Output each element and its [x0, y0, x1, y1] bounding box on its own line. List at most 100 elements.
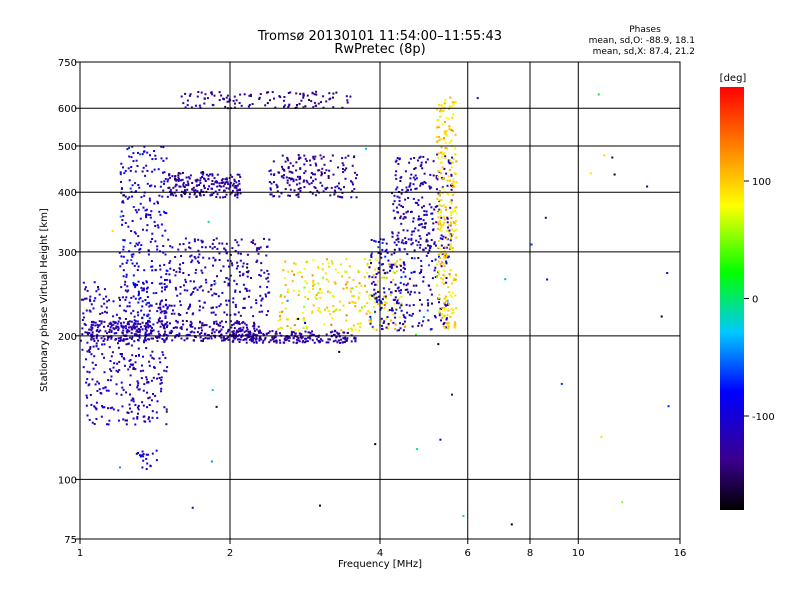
data-point	[427, 302, 430, 305]
data-point	[214, 259, 217, 262]
data-point	[296, 341, 299, 344]
data-point	[158, 377, 161, 379]
data-point	[166, 306, 169, 309]
data-point	[127, 342, 130, 345]
data-point	[414, 227, 417, 230]
data-point	[387, 259, 390, 262]
data-point	[370, 254, 373, 257]
data-point	[143, 145, 146, 148]
data-point	[159, 320, 162, 323]
data-point	[288, 335, 290, 338]
data-point	[425, 210, 428, 213]
data-point	[199, 305, 201, 308]
data-point	[201, 289, 204, 292]
data-point	[246, 326, 248, 329]
data-point	[130, 166, 133, 168]
data-point	[443, 301, 446, 304]
data-point	[219, 330, 222, 333]
data-point	[302, 106, 305, 109]
data-point	[136, 320, 139, 323]
data-point	[284, 336, 287, 339]
data-point	[164, 229, 167, 232]
data-point	[146, 406, 149, 409]
data-point	[100, 415, 103, 418]
data-point	[421, 167, 424, 170]
data-point	[124, 338, 127, 341]
data-point	[319, 504, 321, 507]
data-point	[214, 190, 217, 193]
data-point	[128, 320, 131, 323]
data-point	[350, 328, 353, 331]
data-point	[226, 100, 229, 103]
data-point	[148, 416, 150, 419]
data-point	[154, 240, 157, 243]
data-point	[218, 331, 221, 334]
data-point	[621, 501, 624, 504]
data-point	[408, 304, 411, 307]
data-point	[317, 336, 320, 338]
data-point	[368, 297, 371, 300]
data-point	[154, 154, 157, 157]
data-point	[135, 159, 138, 162]
data-point	[422, 155, 425, 158]
data-point	[136, 384, 139, 387]
data-point	[418, 156, 421, 159]
data-point	[226, 181, 229, 184]
data-point	[215, 237, 218, 240]
data-point	[134, 404, 137, 406]
data-point	[248, 94, 251, 97]
data-point	[162, 189, 165, 192]
data-point	[179, 300, 181, 303]
data-point	[288, 339, 291, 342]
data-point	[450, 173, 453, 176]
data-point	[426, 240, 429, 243]
data-point	[436, 197, 439, 200]
data-point	[388, 263, 391, 266]
data-point	[597, 93, 600, 96]
data-point	[348, 265, 351, 268]
data-point	[452, 279, 455, 282]
data-point	[264, 337, 267, 339]
data-point	[298, 271, 301, 274]
data-point	[412, 183, 415, 186]
data-point	[342, 337, 345, 340]
data-point	[164, 330, 167, 333]
data-point	[291, 280, 294, 283]
data-point	[176, 294, 179, 297]
data-point	[148, 364, 151, 367]
data-point	[115, 332, 118, 335]
data-point	[351, 181, 354, 184]
data-point	[273, 173, 276, 176]
data-point	[419, 155, 422, 158]
data-point	[186, 104, 189, 107]
data-point	[182, 262, 185, 264]
data-point	[193, 238, 196, 241]
data-point	[153, 168, 156, 171]
data-point	[286, 299, 289, 302]
data-point	[303, 267, 306, 270]
data-point	[106, 338, 109, 341]
data-point	[109, 368, 112, 371]
data-point	[81, 348, 84, 351]
data-point	[419, 237, 422, 240]
data-point	[142, 369, 145, 372]
data-point	[420, 161, 423, 164]
data-point	[128, 403, 131, 406]
data-point	[214, 313, 217, 316]
data-point	[301, 336, 304, 339]
data-point	[432, 160, 435, 163]
data-point	[348, 301, 351, 304]
data-point	[355, 177, 357, 180]
data-point	[122, 329, 125, 332]
data-point	[377, 241, 380, 243]
data-point	[390, 266, 393, 269]
data-point	[279, 341, 282, 344]
data-point	[402, 206, 404, 208]
data-point	[117, 337, 120, 340]
data-point	[438, 222, 441, 224]
data-point	[242, 339, 245, 341]
data-point	[387, 327, 390, 330]
data-point	[454, 273, 457, 275]
data-point	[395, 159, 398, 162]
data-point	[231, 262, 233, 265]
